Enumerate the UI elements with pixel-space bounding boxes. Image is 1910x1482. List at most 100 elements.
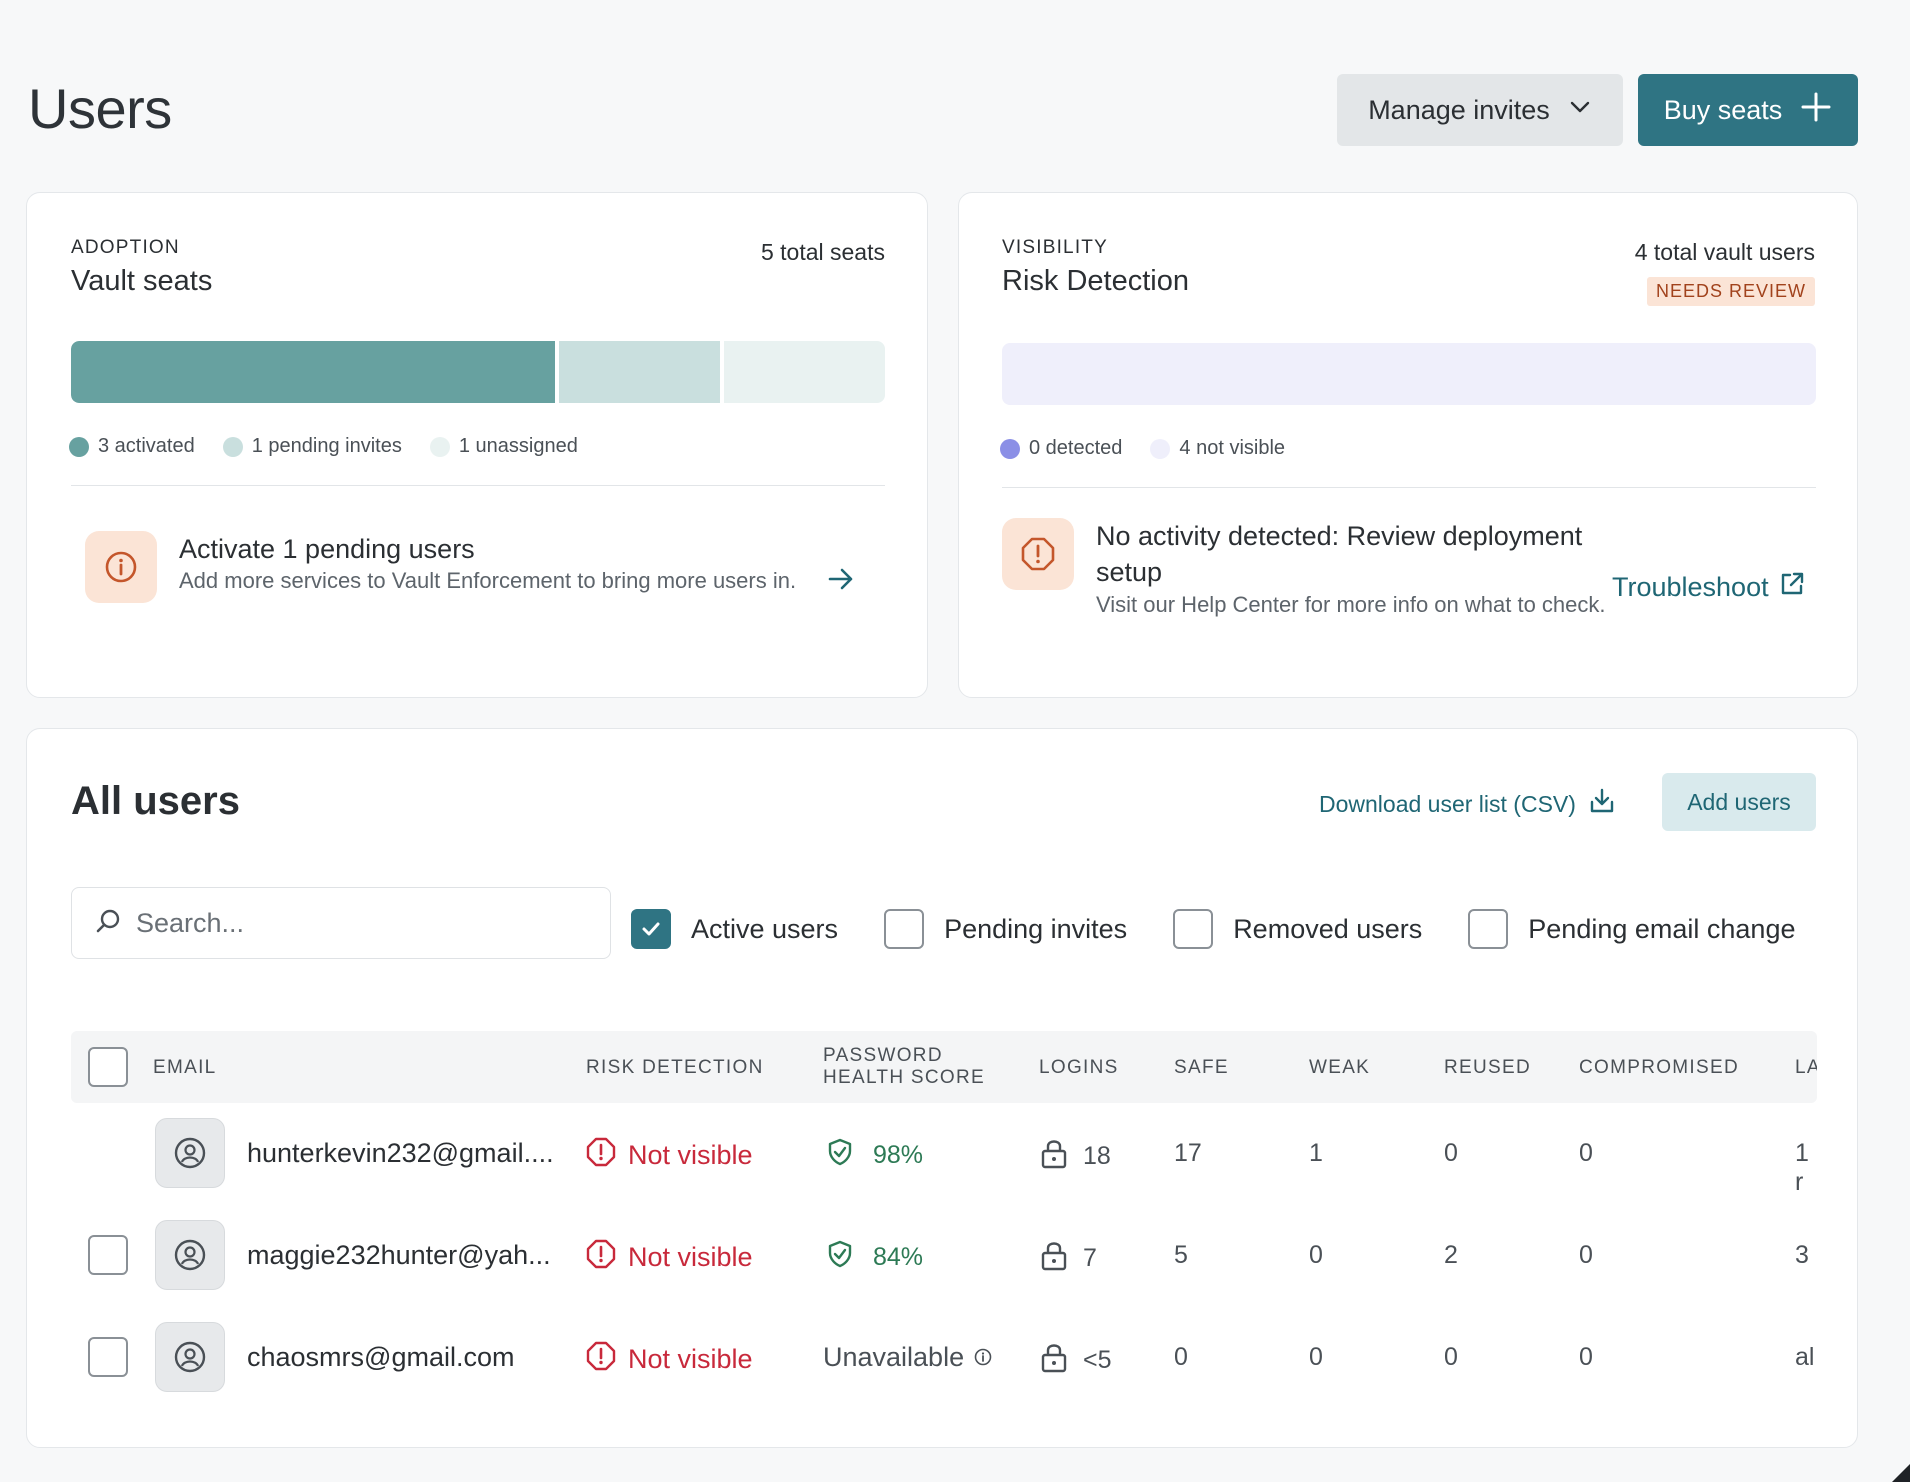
pending-email-change-checkbox[interactable] xyxy=(1468,909,1509,949)
filter-removed-label: Removed users xyxy=(1233,913,1423,944)
legend-pending-label: 1 pending invites xyxy=(251,435,402,457)
table-row[interactable]: hunterkevin232@gmail.... Not visible 98%… xyxy=(71,1103,1817,1204)
reused-count: 0 xyxy=(1444,1343,1458,1371)
col-logins[interactable]: LOGINS xyxy=(1039,1057,1119,1078)
download-csv-link[interactable]: Download user list (CSV) xyxy=(1319,787,1616,821)
compromised-count: 0 xyxy=(1579,1241,1593,1269)
filter-pending-email-change[interactable]: Pending email change xyxy=(1468,909,1795,949)
filter-pending-invites[interactable]: Pending invites xyxy=(884,909,1127,949)
buy-seats-button[interactable]: Buy seats xyxy=(1638,74,1858,146)
last-value: al xyxy=(1795,1343,1815,1371)
divider xyxy=(71,485,885,486)
user-avatar-icon xyxy=(155,1322,225,1392)
search-box[interactable] xyxy=(71,887,611,959)
filter-removed-users[interactable]: Removed users xyxy=(1173,909,1422,949)
page-title: Users xyxy=(28,77,172,140)
user-avatar-icon xyxy=(155,1220,225,1290)
active-users-checkbox[interactable] xyxy=(631,909,671,949)
seats-bar-activated xyxy=(71,341,555,403)
manage-invites-button[interactable]: Manage invites xyxy=(1337,74,1623,146)
col-compromised[interactable]: COMPROMISED xyxy=(1579,1057,1739,1078)
activate-callout-desc: Add more services to Vault Enforcement t… xyxy=(179,568,797,593)
logins-count: <5 xyxy=(1039,1341,1112,1380)
removed-users-checkbox[interactable] xyxy=(1173,909,1214,949)
visibility-title: Risk Detection xyxy=(1002,265,1189,297)
arrow-right-icon[interactable] xyxy=(827,565,855,598)
table-row[interactable]: chaosmrs@gmail.com Not visible Unavailab… xyxy=(71,1305,1817,1406)
needs-review-badge: NEEDS REVIEW xyxy=(1646,277,1815,306)
filter-group: Active users Pending invites Removed use… xyxy=(631,909,1795,949)
col-password-health-score[interactable]: PASSWORD HEALTH SCORE xyxy=(823,1045,985,1089)
score-value: 98% xyxy=(873,1141,924,1169)
filter-active-users[interactable]: Active users xyxy=(631,909,838,949)
user-email[interactable]: maggie232hunter@yah... xyxy=(247,1240,551,1270)
col-last[interactable]: LA xyxy=(1795,1057,1817,1078)
shield-check-icon xyxy=(825,1239,855,1276)
legend-detected-label: 0 detected xyxy=(1029,437,1123,459)
score-value: 84% xyxy=(873,1243,924,1271)
compromised-count: 0 xyxy=(1579,1343,1593,1371)
alert-octagon-icon xyxy=(1002,518,1074,590)
shield-check-icon xyxy=(825,1137,855,1174)
legend-pending: 1 pending invites xyxy=(222,435,402,458)
risk-bar-not-visible xyxy=(1002,343,1816,405)
pending-invites-checkbox[interactable] xyxy=(884,909,925,949)
col-weak[interactable]: WEAK xyxy=(1309,1057,1371,1078)
detected-dot xyxy=(1000,438,1020,459)
chevron-down-icon xyxy=(1568,95,1592,126)
risk-label: Not visible xyxy=(628,1242,753,1272)
filter-pending-label: Pending invites xyxy=(944,913,1128,944)
col-score-line1: PASSWORD xyxy=(823,1045,943,1066)
add-users-button[interactable]: Add users xyxy=(1662,773,1816,831)
download-icon xyxy=(1588,787,1616,821)
risk-status: Not visible xyxy=(586,1137,753,1174)
risk-label: Not visible xyxy=(628,1344,753,1374)
seats-bar-unassigned xyxy=(723,341,885,403)
all-users-title: All users xyxy=(71,779,240,823)
total-vault-users: 4 total vault users xyxy=(1634,239,1815,265)
table-row[interactable]: maggie232hunter@yah... Not visible 84% 7… xyxy=(71,1204,1817,1305)
logins-value: 7 xyxy=(1083,1244,1097,1272)
select-all-checkbox[interactable] xyxy=(88,1047,128,1087)
adoption-eyebrow: ADOPTION xyxy=(71,237,180,258)
col-reused[interactable]: REUSED xyxy=(1444,1057,1531,1078)
activated-dot xyxy=(69,436,89,457)
troubleshoot-link[interactable]: Troubleshoot xyxy=(1612,571,1805,604)
manage-invites-label: Manage invites xyxy=(1368,94,1550,125)
col-score-line2: HEALTH SCORE xyxy=(823,1067,985,1088)
col-email[interactable]: EMAIL xyxy=(153,1057,217,1078)
seats-bar-pending xyxy=(558,341,720,403)
password-score: 84% xyxy=(825,1239,923,1276)
risk-status: Not visible xyxy=(586,1239,753,1276)
last-value: 1 r xyxy=(1795,1139,1809,1196)
col-safe[interactable]: SAFE xyxy=(1174,1057,1229,1078)
search-input[interactable] xyxy=(136,907,556,939)
row-checkbox[interactable] xyxy=(88,1235,128,1275)
legend-activated-label: 3 activated xyxy=(98,435,195,457)
user-email[interactable]: hunterkevin232@gmail.... xyxy=(247,1138,554,1168)
legend-activated: 3 activated xyxy=(69,435,195,458)
risk-status: Not visible xyxy=(586,1341,753,1378)
external-link-icon xyxy=(1779,571,1805,604)
compromised-count: 0 xyxy=(1579,1139,1593,1167)
no-activity-title: No activity detected: Review deployment … xyxy=(1096,521,1583,587)
visibility-eyebrow: VISIBILITY xyxy=(1002,237,1108,258)
safe-count: 17 xyxy=(1174,1139,1202,1167)
legend-detected: 0 detected xyxy=(1000,437,1122,460)
buy-seats-label: Buy seats xyxy=(1663,94,1783,125)
reused-count: 0 xyxy=(1444,1139,1458,1167)
risk-legend: 0 detected 4 not visible xyxy=(1000,437,1285,460)
user-email[interactable]: chaosmrs@gmail.com xyxy=(247,1342,515,1372)
alert-octagon-icon xyxy=(586,1137,616,1174)
info-icon[interactable] xyxy=(974,1342,992,1373)
lock-icon xyxy=(1039,1137,1069,1176)
legend-not-visible-label: 4 not visible xyxy=(1179,437,1286,459)
download-csv-label: Download user list (CSV) xyxy=(1319,790,1576,817)
unassigned-dot xyxy=(429,436,450,457)
score-value: Unavailable xyxy=(823,1342,965,1372)
plus-icon xyxy=(1800,91,1832,130)
adoption-card: ADOPTION Vault seats 5 total seats 3 act… xyxy=(26,192,928,698)
row-checkbox[interactable] xyxy=(88,1337,128,1377)
col-risk-detection[interactable]: RISK DETECTION xyxy=(586,1057,764,1078)
divider xyxy=(1002,487,1816,488)
